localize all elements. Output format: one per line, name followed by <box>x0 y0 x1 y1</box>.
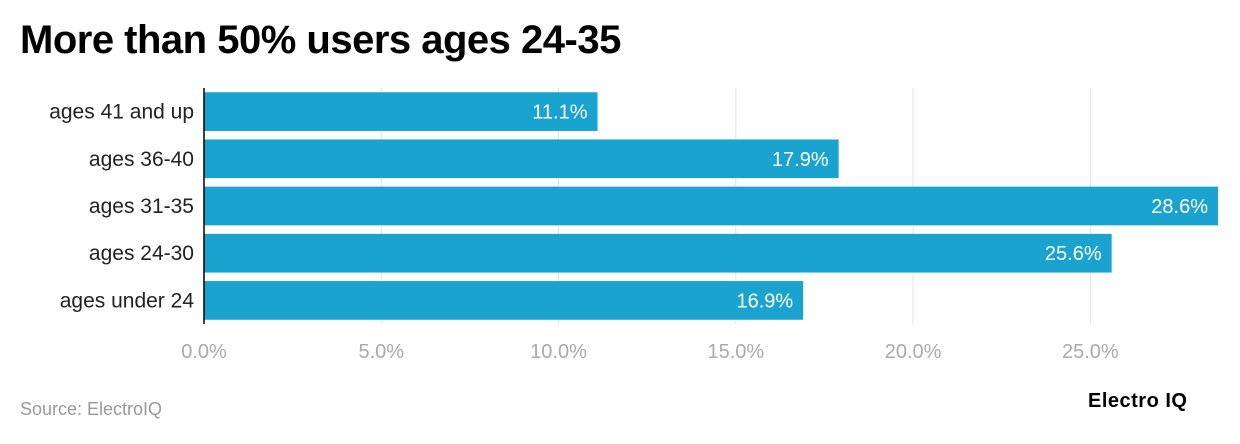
x-tick-label: 15.0% <box>707 341 764 363</box>
x-tick-label: 5.0% <box>358 341 404 363</box>
bar <box>204 281 804 320</box>
y-category-label: ages 24-30 <box>89 242 194 265</box>
source-note: Source: ElectroIQ <box>20 399 163 419</box>
brand-logo: Electro IQ <box>1088 390 1188 412</box>
bar <box>204 139 839 179</box>
bar <box>204 92 598 131</box>
y-category-label: ages 31-35 <box>89 195 194 218</box>
bar-value-label: 28.6% <box>1151 196 1208 218</box>
y-category-label: ages 41 and up <box>49 101 194 124</box>
x-tick-label: 0.0% <box>181 341 227 363</box>
bar <box>204 186 1218 226</box>
bar-value-label: 17.9% <box>772 149 829 171</box>
bar-chart: 0.0% 5.0% 10.0% 15.0% 20.0% 25.0% 11.1% ages 41… <box>49 88 1218 363</box>
bar-value-label: 11.1% <box>532 102 587 124</box>
x-tick-label: 20.0% <box>885 341 942 363</box>
y-category-label: ages 36-40 <box>89 148 194 171</box>
bar <box>204 233 1112 273</box>
y-category-label: ages under 24 <box>60 289 195 312</box>
x-tick-label: 25.0% <box>1062 341 1119 363</box>
chart-title: More than 50% users ages 24-35 <box>20 18 621 62</box>
x-tick-label: 10.0% <box>530 341 587 363</box>
bar-value-label: 16.9% <box>736 290 793 312</box>
bar-value-label: 25.6% <box>1045 243 1102 265</box>
